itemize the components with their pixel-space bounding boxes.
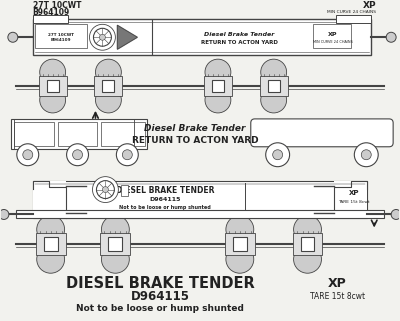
Bar <box>212 80 224 92</box>
Text: D964115: D964115 <box>150 197 181 202</box>
Bar <box>260 76 288 96</box>
Circle shape <box>40 87 66 113</box>
Bar <box>47 80 59 92</box>
Circle shape <box>205 87 231 113</box>
Circle shape <box>273 150 283 160</box>
Text: XP: XP <box>328 32 337 37</box>
Text: 27T 10CWT
B964109: 27T 10CWT B964109 <box>48 33 74 42</box>
Circle shape <box>205 59 231 85</box>
Bar <box>33 181 367 219</box>
Circle shape <box>100 34 106 40</box>
Text: 27T 10CWT: 27T 10CWT <box>33 1 81 10</box>
Circle shape <box>0 210 9 220</box>
Text: XP: XP <box>349 190 360 195</box>
Circle shape <box>386 32 396 42</box>
Bar <box>233 237 247 251</box>
Circle shape <box>96 59 121 85</box>
Bar <box>268 80 280 92</box>
Bar <box>11 119 147 149</box>
Bar <box>102 80 114 92</box>
Bar <box>39 76 66 96</box>
Text: XP: XP <box>328 277 347 290</box>
Bar <box>33 19 371 55</box>
Bar <box>314 24 351 48</box>
FancyBboxPatch shape <box>251 119 393 147</box>
Circle shape <box>96 181 114 199</box>
Bar <box>225 233 255 255</box>
Text: Diesel Brake Tender: Diesel Brake Tender <box>204 32 274 37</box>
Text: Not to be loose or hump shunted: Not to be loose or hump shunted <box>76 304 244 313</box>
Bar <box>94 76 122 96</box>
Bar <box>33 15 68 23</box>
Text: XP: XP <box>362 1 376 10</box>
Circle shape <box>294 215 322 243</box>
Bar <box>334 181 367 219</box>
Bar <box>336 15 371 23</box>
Bar <box>300 237 314 251</box>
Circle shape <box>102 215 129 243</box>
Text: RETURN TO ACTON YARD: RETURN TO ACTON YARD <box>201 40 278 45</box>
Bar <box>102 122 145 146</box>
Text: Not to be loose or hump shunted: Not to be loose or hump shunted <box>119 205 211 210</box>
Bar <box>58 122 98 146</box>
Bar <box>36 233 66 255</box>
Bar <box>16 211 384 219</box>
Circle shape <box>23 150 33 160</box>
Bar <box>108 237 122 251</box>
Text: D964115: D964115 <box>131 290 190 303</box>
Circle shape <box>94 28 111 46</box>
Circle shape <box>266 143 290 167</box>
Text: MIN CURVE 24 CHAINS: MIN CURVE 24 CHAINS <box>312 40 352 44</box>
Circle shape <box>40 59 66 85</box>
Text: MIN CURVE 24 CHAINS: MIN CURVE 24 CHAINS <box>327 10 376 14</box>
Circle shape <box>361 150 371 160</box>
Polygon shape <box>117 25 137 49</box>
Circle shape <box>261 87 287 113</box>
Text: TARE 15t 8cwt: TARE 15t 8cwt <box>338 200 370 204</box>
Circle shape <box>37 215 65 243</box>
Circle shape <box>294 245 322 273</box>
Bar <box>33 181 66 219</box>
Text: DIESEL BRAKE TENDER: DIESEL BRAKE TENDER <box>116 186 214 195</box>
Circle shape <box>96 87 121 113</box>
Circle shape <box>391 210 400 220</box>
Circle shape <box>92 177 118 203</box>
Bar <box>204 76 232 96</box>
Circle shape <box>354 143 378 167</box>
Text: RETURN TO ACTON YARD: RETURN TO ACTON YARD <box>132 136 258 145</box>
Circle shape <box>226 215 254 243</box>
Text: Diesel Brake Tender: Diesel Brake Tender <box>144 124 246 133</box>
Text: DIESEL BRAKE TENDER: DIESEL BRAKE TENDER <box>66 276 254 291</box>
Circle shape <box>8 32 18 42</box>
Bar <box>292 233 322 255</box>
Circle shape <box>72 150 82 160</box>
Circle shape <box>116 144 138 166</box>
Circle shape <box>261 59 287 85</box>
Bar <box>14 122 54 146</box>
Circle shape <box>102 245 129 273</box>
Circle shape <box>37 245 65 273</box>
Text: B964109: B964109 <box>33 8 70 17</box>
Bar <box>121 185 128 195</box>
Bar <box>44 237 58 251</box>
Circle shape <box>122 150 132 160</box>
Circle shape <box>66 144 88 166</box>
Bar <box>100 233 130 255</box>
Circle shape <box>102 187 108 193</box>
Circle shape <box>90 24 115 50</box>
Circle shape <box>226 245 254 273</box>
Text: TARE 15t 8cwt: TARE 15t 8cwt <box>310 291 365 300</box>
Bar <box>35 24 86 48</box>
Circle shape <box>17 144 39 166</box>
